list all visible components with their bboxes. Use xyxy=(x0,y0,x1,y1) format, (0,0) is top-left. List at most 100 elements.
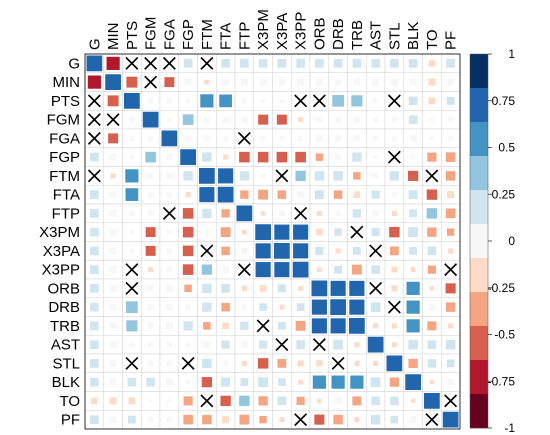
matrix-cell xyxy=(253,297,273,317)
matrix-cell xyxy=(178,335,198,355)
correlation-square xyxy=(127,415,136,424)
matrix-cell xyxy=(291,203,311,223)
matrix-cell xyxy=(272,110,292,130)
matrix-cell xyxy=(422,372,442,392)
correlation-square xyxy=(371,396,380,406)
correlation-square xyxy=(222,78,230,86)
correlation-square xyxy=(90,321,99,331)
matrix-cell xyxy=(309,241,329,261)
correlation-square xyxy=(445,171,456,181)
correlation-square xyxy=(298,285,304,291)
matrix-cell xyxy=(234,316,254,336)
matrix-cell xyxy=(178,53,198,73)
insignificant-cross xyxy=(294,206,308,220)
legend-swatch xyxy=(470,394,488,429)
matrix-cell xyxy=(384,147,404,167)
matrix-cell xyxy=(272,353,292,373)
matrix-cell xyxy=(291,316,311,336)
matrix-cell xyxy=(84,353,104,373)
correlation-square xyxy=(297,360,304,367)
correlation-square xyxy=(126,76,138,88)
matrix-cell xyxy=(366,222,386,242)
matrix-cell xyxy=(178,128,198,148)
matrix-cell xyxy=(441,372,461,392)
correlation-square xyxy=(335,116,342,123)
row-label: X3PM xyxy=(39,224,80,241)
matrix-cell xyxy=(403,353,423,373)
matrix-cell xyxy=(178,410,198,430)
correlation-square xyxy=(333,414,343,425)
matrix-cell xyxy=(197,185,217,205)
correlation-square xyxy=(312,375,326,389)
matrix-cell xyxy=(159,72,179,92)
matrix-cell xyxy=(441,241,461,261)
row-label: X3PA xyxy=(43,243,80,260)
matrix-cell xyxy=(216,260,236,280)
matrix-cell xyxy=(309,203,329,223)
correlation-square xyxy=(354,360,360,366)
correlation-square xyxy=(315,246,324,255)
correlation-square xyxy=(164,77,175,88)
correlation-square xyxy=(126,320,138,332)
matrix-cell xyxy=(103,166,123,186)
matrix-cell xyxy=(422,297,442,317)
matrix-cell xyxy=(328,316,348,336)
correlation-square xyxy=(277,59,287,68)
correlation-square xyxy=(90,359,99,368)
row-label: FGM xyxy=(47,112,80,129)
correlation-square xyxy=(298,379,304,385)
column-label: PTS xyxy=(124,21,141,50)
correlation-square xyxy=(352,209,362,218)
correlation-square xyxy=(330,318,346,334)
matrix-cell xyxy=(366,410,386,430)
correlation-square xyxy=(429,380,434,385)
correlation-square xyxy=(295,151,306,163)
correlation-square xyxy=(239,414,250,425)
matrix-cell xyxy=(141,91,161,111)
matrix-cell xyxy=(234,166,254,186)
correlation-square xyxy=(405,374,421,390)
insignificant-cross xyxy=(162,56,176,70)
correlation-square xyxy=(183,396,193,406)
matrix-cell xyxy=(384,185,404,205)
matrix-cell xyxy=(328,72,348,92)
matrix-cell xyxy=(178,91,198,111)
matrix-cell xyxy=(234,185,254,205)
correlation-square xyxy=(166,360,172,366)
matrix-cell xyxy=(422,147,442,167)
row-label: TO xyxy=(59,393,80,410)
insignificant-cross xyxy=(294,413,308,427)
correlation-square xyxy=(90,246,99,256)
matrix-cell xyxy=(403,260,423,280)
matrix-cell xyxy=(159,110,179,130)
legend-swatch xyxy=(470,156,488,191)
correlation-square xyxy=(391,210,397,216)
matrix-cell xyxy=(141,128,161,148)
matrix-cell xyxy=(366,72,386,92)
matrix-cell xyxy=(234,110,254,130)
matrix-cell xyxy=(197,72,217,92)
correlation-square xyxy=(334,265,342,274)
correlation-square xyxy=(129,210,135,216)
matrix-cell xyxy=(103,110,123,130)
matrix-cell xyxy=(234,147,254,167)
matrix-cell xyxy=(178,278,198,298)
correlation-square xyxy=(203,341,211,348)
correlation-square xyxy=(161,130,178,147)
correlation-square xyxy=(109,359,117,367)
matrix-cell xyxy=(159,91,179,111)
correlation-square xyxy=(183,321,193,331)
correlation-square xyxy=(315,78,323,86)
correlation-square xyxy=(109,153,117,161)
matrix-cell xyxy=(422,72,442,92)
matrix-cell xyxy=(84,203,104,223)
correlation-square xyxy=(351,95,363,107)
matrix-cell xyxy=(253,335,273,355)
column-label: X3PA xyxy=(274,13,291,50)
correlation-square xyxy=(241,98,247,104)
correlation-square xyxy=(109,228,117,236)
correlation-square xyxy=(259,303,267,311)
correlation-square xyxy=(185,192,191,198)
matrix-cell xyxy=(403,297,423,317)
insignificant-cross xyxy=(425,169,439,183)
